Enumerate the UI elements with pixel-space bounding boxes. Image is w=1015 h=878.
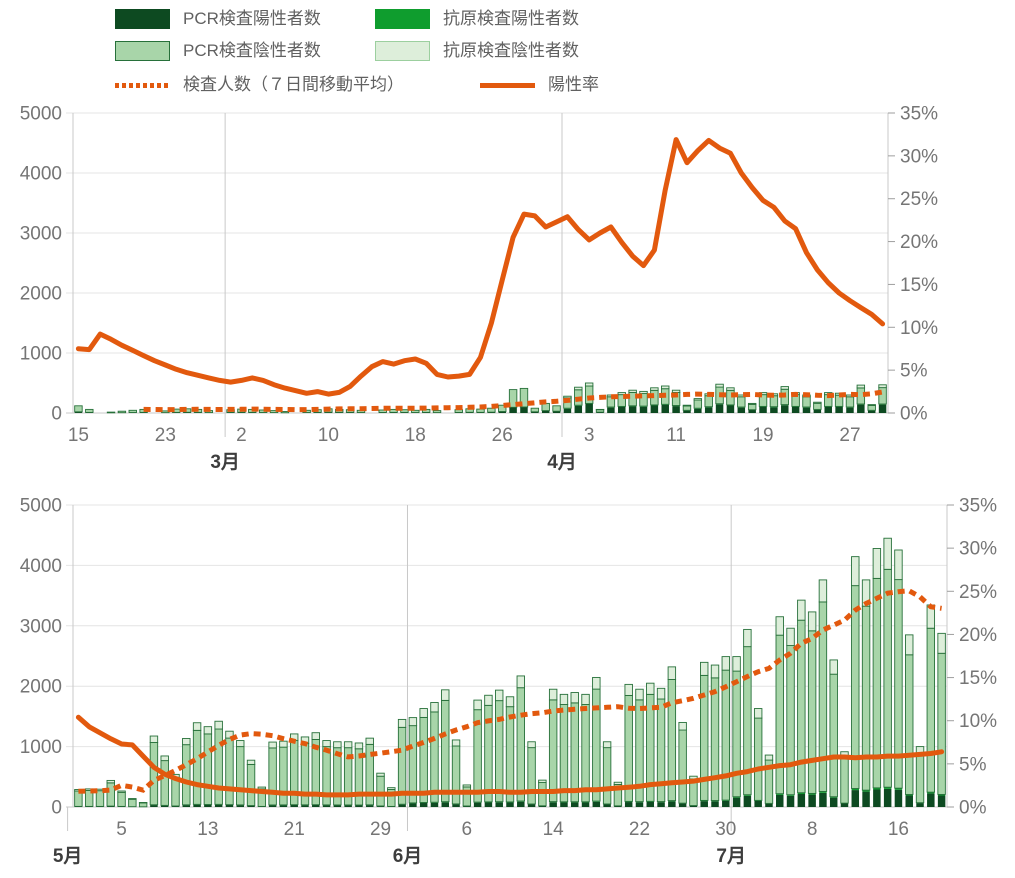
pcr-negative-swatch [115,41,170,61]
svg-text:5: 5 [116,819,127,840]
svg-text:5000: 5000 [20,104,62,125]
svg-text:5月: 5月 [53,846,83,867]
svg-text:7月: 7月 [716,846,746,867]
svg-text:1000: 1000 [20,344,62,365]
svg-text:13: 13 [197,819,218,840]
svg-text:4000: 4000 [20,556,62,577]
svg-text:30%: 30% [900,146,938,167]
svg-text:0: 0 [51,798,62,819]
svg-text:0%: 0% [900,404,928,425]
legend-item-antigen-negative: 抗原検査陰性者数 [375,40,579,62]
svg-text:20%: 20% [959,625,997,646]
chart-feb-apr: 0 1000 2000 3000 4000 5000 3月 4月 15 23 2 10 18 26 3 11 1… [20,104,938,474]
svg-text:21: 21 [284,819,305,840]
svg-text:6: 6 [462,819,473,840]
svg-text:11: 11 [666,425,686,446]
svg-text:16: 16 [888,819,909,840]
svg-text:10%: 10% [959,711,997,732]
dotted-line-swatch [115,75,170,95]
svg-text:3000: 3000 [20,224,62,245]
svg-text:2: 2 [236,425,247,446]
svg-text:23: 23 [155,425,176,446]
svg-text:4月: 4月 [547,452,577,473]
legend-label-pcr-positive: PCR検査陽性者数 [183,9,321,28]
legend-item-tested-count: 検査人数（７日間移動平均） [115,74,404,96]
legend-label-antigen-positive: 抗原検査陽性者数 [443,9,579,28]
legend-label-antigen-negative: 抗原検査陰性者数 [443,41,579,60]
svg-text:15%: 15% [959,668,997,689]
legend-item-pcr-negative: PCR検査陰性者数 [115,40,321,62]
svg-text:10%: 10% [900,318,938,339]
legend-label-pcr-negative: PCR検査陰性者数 [183,41,321,60]
solid-line-swatch [480,75,535,95]
chart-legend: PCR検査陽性者数 抗原検査陽性者数 PCR検査陰性者数 抗原検査陰性者数 検査… [0,8,1015,100]
legend-item-pcr-positive: PCR検査陽性者数 [115,8,321,30]
svg-text:5%: 5% [959,754,987,775]
chart-may-jul: 0 1000 2000 3000 4000 5000 5月 6月 7月 5 13 21 29 6 14 22 3… [20,496,997,868]
svg-text:4000: 4000 [20,164,62,185]
svg-text:30%: 30% [959,539,997,560]
svg-text:19: 19 [752,425,773,446]
svg-text:15%: 15% [900,275,938,296]
legend-label-tested-count: 検査人数（７日間移動平均） [183,75,404,94]
svg-text:1000: 1000 [20,737,62,758]
pcr-positive-swatch [115,9,170,29]
svg-text:26: 26 [492,425,513,446]
svg-text:6月: 6月 [393,846,423,867]
svg-text:2000: 2000 [20,677,62,698]
svg-text:5000: 5000 [20,496,62,517]
svg-text:0%: 0% [959,798,987,819]
svg-text:22: 22 [629,819,650,840]
svg-text:35%: 35% [959,496,997,517]
legend-item-positivity-rate: 陽性率 [480,74,599,96]
svg-text:30: 30 [715,819,736,840]
svg-text:10: 10 [318,425,339,446]
svg-text:27: 27 [839,425,860,446]
svg-text:8: 8 [807,819,818,840]
legend-item-antigen-positive: 抗原検査陽性者数 [375,8,579,30]
svg-text:15: 15 [68,425,89,446]
svg-text:20%: 20% [900,232,938,253]
svg-text:14: 14 [543,819,565,840]
svg-text:18: 18 [405,425,426,446]
svg-text:35%: 35% [900,104,938,125]
svg-text:3000: 3000 [20,616,62,637]
svg-text:25%: 25% [900,189,938,210]
svg-text:29: 29 [370,819,391,840]
svg-text:5%: 5% [900,361,928,382]
svg-text:3月: 3月 [210,452,240,473]
svg-text:25%: 25% [959,582,997,603]
legend-label-positivity-rate: 陽性率 [548,75,599,94]
svg-text:0: 0 [51,404,62,425]
svg-text:2000: 2000 [20,284,62,305]
antigen-positive-swatch [375,9,430,29]
antigen-negative-swatch [375,41,430,61]
svg-text:3: 3 [584,425,595,446]
